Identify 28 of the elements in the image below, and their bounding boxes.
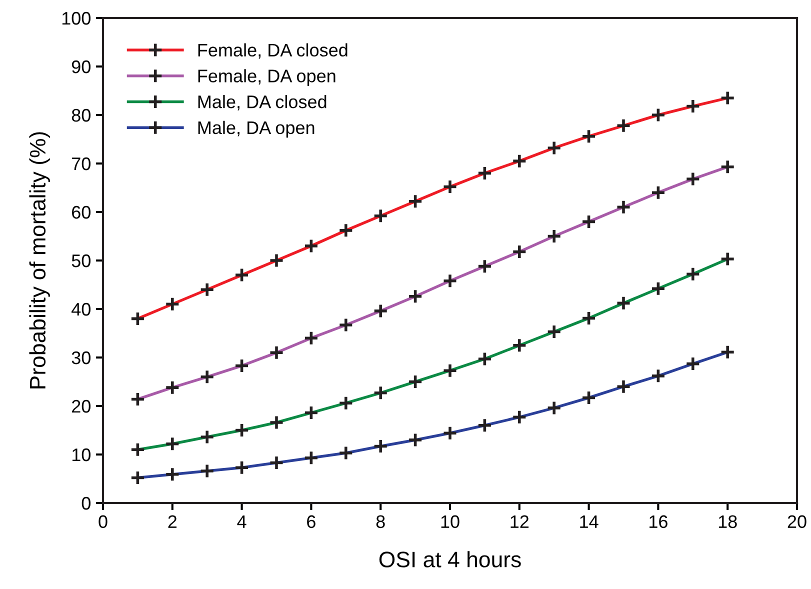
- legend-label: Female, DA open: [198, 69, 336, 86]
- y-tick-label: 0: [82, 496, 90, 510]
- y-tick-label: 70: [72, 157, 90, 170]
- y-tick-label: 40: [72, 302, 90, 316]
- x-tick-label: 6: [307, 515, 316, 528]
- legend-label: Male, DA open: [198, 120, 314, 138]
- y-tick-label: 10: [72, 448, 90, 462]
- x-tick-label: 12: [510, 515, 529, 528]
- y-tick-label: 20: [72, 400, 90, 413]
- x-tick-label: 0: [98, 515, 108, 528]
- x-tick-label: 18: [718, 515, 737, 528]
- x-axis-title: OSI at 4 hours: [379, 551, 521, 568]
- y-tick-label: 30: [72, 351, 90, 364]
- x-tick-label: 14: [580, 515, 598, 528]
- x-tick-label: 20: [788, 515, 806, 528]
- x-tick-label: 2: [168, 515, 177, 528]
- y-tick-label: 60: [72, 206, 90, 219]
- x-tick-label: 4: [237, 515, 246, 528]
- y-tick-label: 80: [72, 108, 90, 122]
- x-tick-label: 16: [650, 515, 668, 528]
- legend-label: Male, DA closed: [198, 94, 326, 110]
- x-tick-label: 10: [441, 515, 460, 528]
- legend-label: Female, DA closed: [198, 43, 348, 59]
- y-axis-title: Probability of mortality (%): [29, 132, 50, 388]
- x-tick-label: 8: [376, 515, 385, 528]
- y-tick-label: 100: [62, 12, 90, 25]
- y-tick-label: 50: [72, 254, 90, 268]
- y-tick-label: 90: [72, 60, 90, 74]
